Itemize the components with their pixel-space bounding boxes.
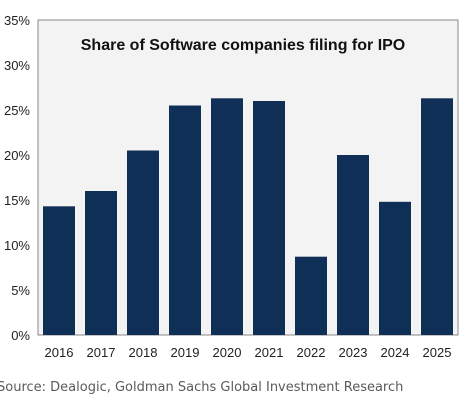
x-tick-label: 2024 (381, 345, 410, 360)
bar-chart: Share of Software companies filing for I… (4, 13, 459, 360)
x-tick-label: 2023 (339, 345, 368, 360)
y-tick-label: 5% (11, 283, 30, 298)
x-tick-label: 2020 (213, 345, 242, 360)
x-tick-label: 2022 (297, 345, 326, 360)
bar-2018 (127, 150, 159, 335)
chart-title: Share of Software companies filing for I… (81, 37, 406, 54)
y-tick-label: 25% (4, 103, 30, 118)
x-tick-label: 2017 (87, 345, 116, 360)
y-tick-label: 15% (4, 193, 30, 208)
bar-2021 (253, 101, 285, 335)
bar-2019 (169, 105, 201, 335)
bar-2017 (85, 191, 117, 335)
x-tick-label: 2021 (255, 345, 284, 360)
y-tick-label: 30% (4, 58, 30, 73)
bar-2016 (43, 206, 75, 335)
bar-2024 (379, 201, 411, 335)
bar-2025 (421, 98, 453, 335)
bar-2022 (295, 256, 327, 335)
source-note: Source: Dealogic, Goldman Sachs Global I… (0, 380, 404, 395)
y-tick-label: 35% (4, 13, 30, 28)
bar-2020 (211, 98, 243, 335)
x-tick-label: 2019 (171, 345, 200, 360)
bar-2023 (337, 155, 369, 335)
y-tick-label: 20% (4, 148, 30, 163)
x-tick-label: 2018 (129, 345, 158, 360)
y-tick-label: 0% (11, 328, 30, 343)
y-tick-label: 10% (4, 238, 30, 253)
x-tick-label: 2025 (423, 345, 452, 360)
x-tick-label: 2016 (45, 345, 74, 360)
